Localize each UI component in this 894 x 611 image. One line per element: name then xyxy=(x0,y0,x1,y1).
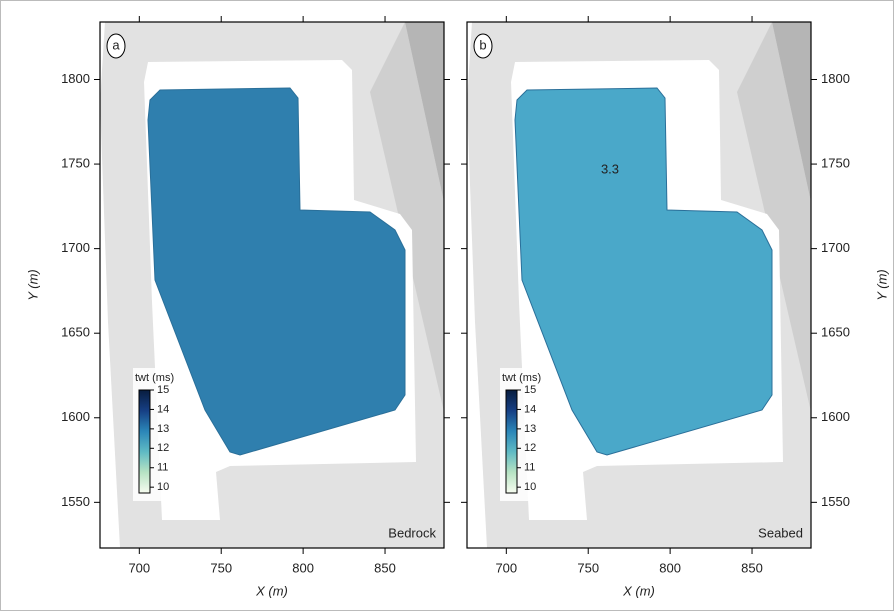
colorbar-tick-label: 11 xyxy=(157,462,168,474)
colorbar-tick-label: 12 xyxy=(157,442,169,454)
y-tick-label: 1650 xyxy=(821,325,850,340)
y-tick-label: 1750 xyxy=(821,156,850,171)
y-tick-label: 1600 xyxy=(61,409,90,424)
panel-label-circle xyxy=(106,33,126,59)
x-tick-label: 800 xyxy=(659,560,681,575)
colorbar xyxy=(138,389,151,494)
structure xyxy=(405,22,444,202)
axes-frame xyxy=(466,21,812,549)
colorbar xyxy=(505,389,518,494)
colorbar-tick-label: 11 xyxy=(524,462,535,474)
y-axis-label: Y (m) xyxy=(25,269,40,301)
x-tick-label: 800 xyxy=(292,560,314,575)
colorbar-tick-label: 10 xyxy=(157,481,169,493)
colorbar-tick-label: 13 xyxy=(524,423,536,435)
panel-label: b xyxy=(479,37,486,52)
x-tick-label: 700 xyxy=(495,560,517,575)
x-axis-label: X (m) xyxy=(255,583,288,598)
y-axis-label: Y (m) xyxy=(874,269,889,301)
colorbar-tick-label: 10 xyxy=(524,481,536,493)
colorbar-tick-label: 12 xyxy=(524,442,536,454)
y-tick-label: 1550 xyxy=(821,494,850,509)
structure xyxy=(370,22,444,412)
y-tick-label: 1750 xyxy=(61,156,90,171)
colorbar-label: twt (ms) xyxy=(135,372,174,384)
x-tick-label: 750 xyxy=(210,560,232,575)
x-tick-label: 850 xyxy=(741,560,763,575)
y-tick-label: 1550 xyxy=(61,494,90,509)
caption: Seabed xyxy=(758,525,803,540)
y-tick-label: 1700 xyxy=(61,240,90,255)
annotation: 3.3 xyxy=(601,161,619,176)
y-tick-label: 1700 xyxy=(821,240,850,255)
y-tick-label: 1800 xyxy=(61,71,90,86)
axes-frame xyxy=(99,21,445,549)
structure xyxy=(772,22,811,202)
colorbar-tick-label: 13 xyxy=(157,423,169,435)
panel-label: a xyxy=(112,37,120,52)
x-tick-label: 750 xyxy=(577,560,599,575)
colorbar-label: twt (ms) xyxy=(502,372,541,384)
colorbar-tick-label: 14 xyxy=(524,403,536,415)
survey-surface xyxy=(514,87,773,456)
survey-surface xyxy=(147,87,406,456)
structure xyxy=(737,22,811,412)
x-axis-label: X (m) xyxy=(622,583,655,598)
x-tick-label: 850 xyxy=(374,560,396,575)
y-tick-label: 1600 xyxy=(821,409,850,424)
y-tick-label: 1650 xyxy=(61,325,90,340)
colorbar-tick-label: 14 xyxy=(157,403,169,415)
x-tick-label: 700 xyxy=(128,560,150,575)
panel-label-circle xyxy=(473,33,493,59)
caption: Bedrock xyxy=(388,525,436,540)
y-tick-label: 1800 xyxy=(821,71,850,86)
colorbar-tick-label: 15 xyxy=(524,384,536,396)
colorbar-tick-label: 15 xyxy=(157,384,169,396)
